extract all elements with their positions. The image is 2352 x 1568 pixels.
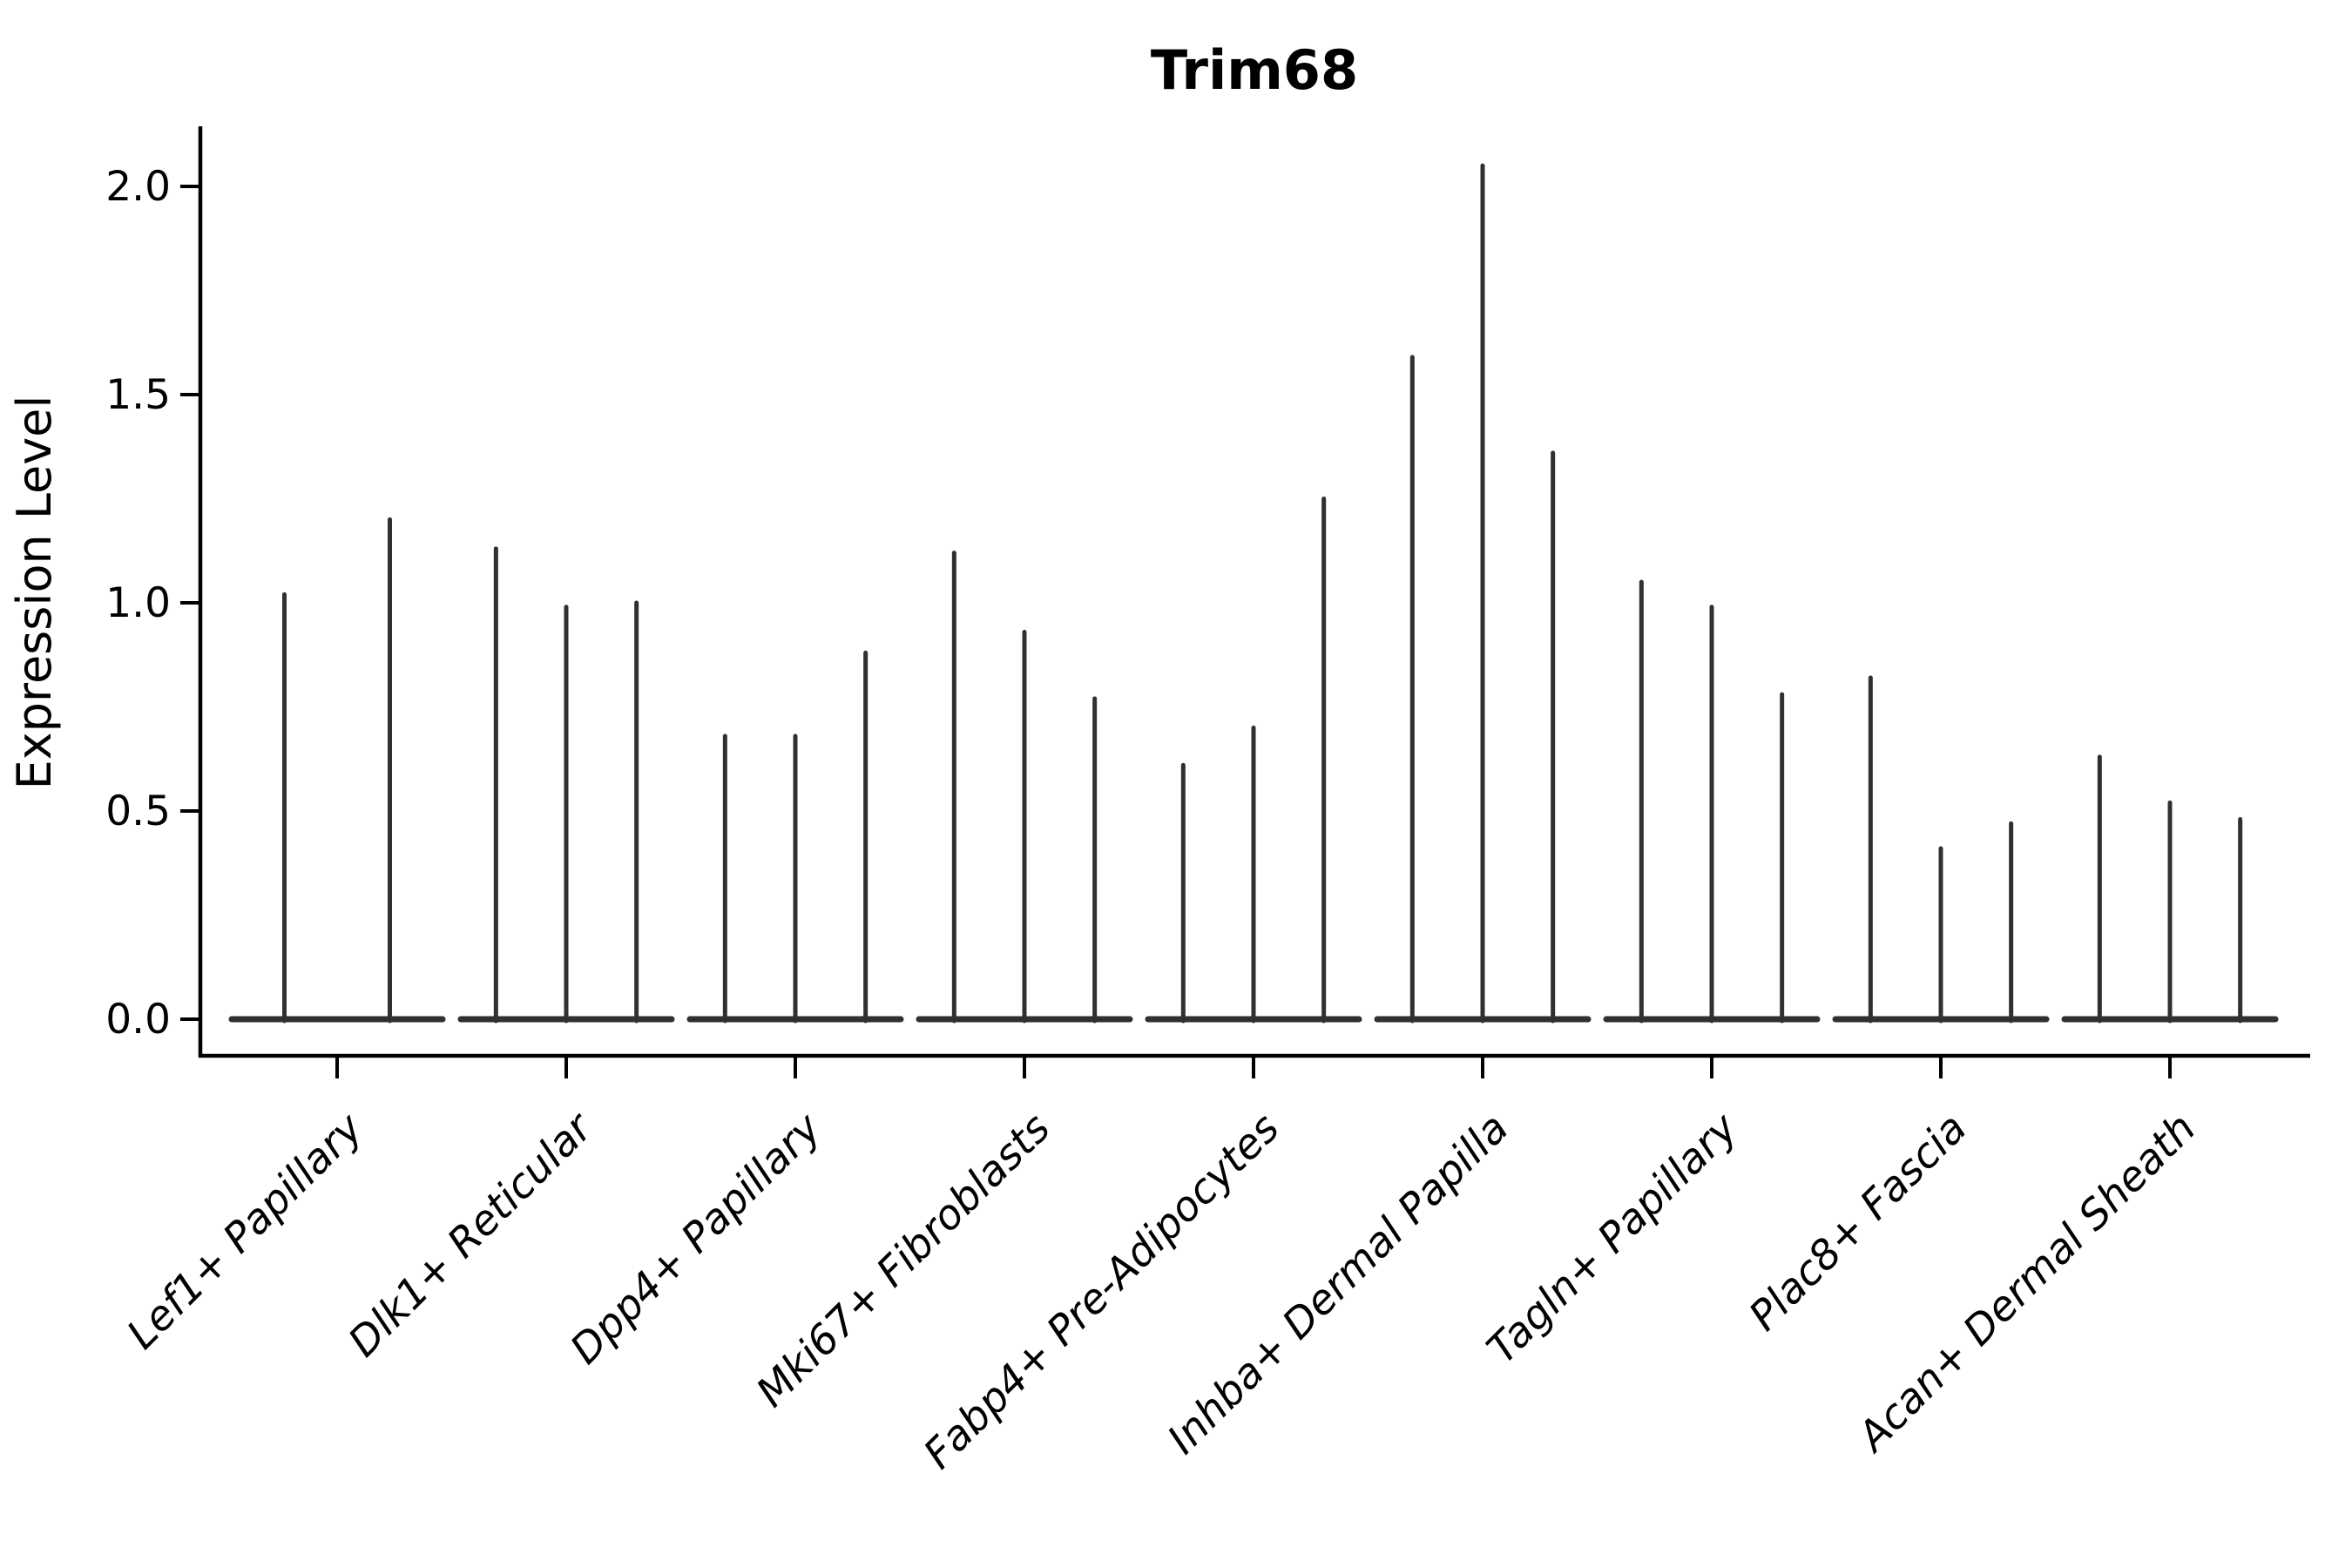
y-tick-label: 1.5 [105, 371, 171, 419]
y-axis-label: Expression Level [7, 395, 62, 790]
x-tick-label: Dlk1+ Reticular [340, 1103, 604, 1367]
y-tick-label: 0.0 [105, 996, 171, 1044]
x-tick-label: Lef1+ Papillary [118, 1104, 373, 1359]
chart-title: Trim68 [1151, 38, 1358, 102]
x-tick-label: Tagln+ Papillary [1478, 1104, 1748, 1374]
y-tick-label: 2.0 [105, 163, 171, 211]
y-tick-label: 0.5 [105, 787, 171, 835]
x-tick-label: Dpp4+ Papillary [561, 1104, 831, 1374]
y-tick-label: 1.0 [105, 579, 171, 627]
x-tick-label: Plac8+ Fascia [1740, 1105, 1976, 1341]
